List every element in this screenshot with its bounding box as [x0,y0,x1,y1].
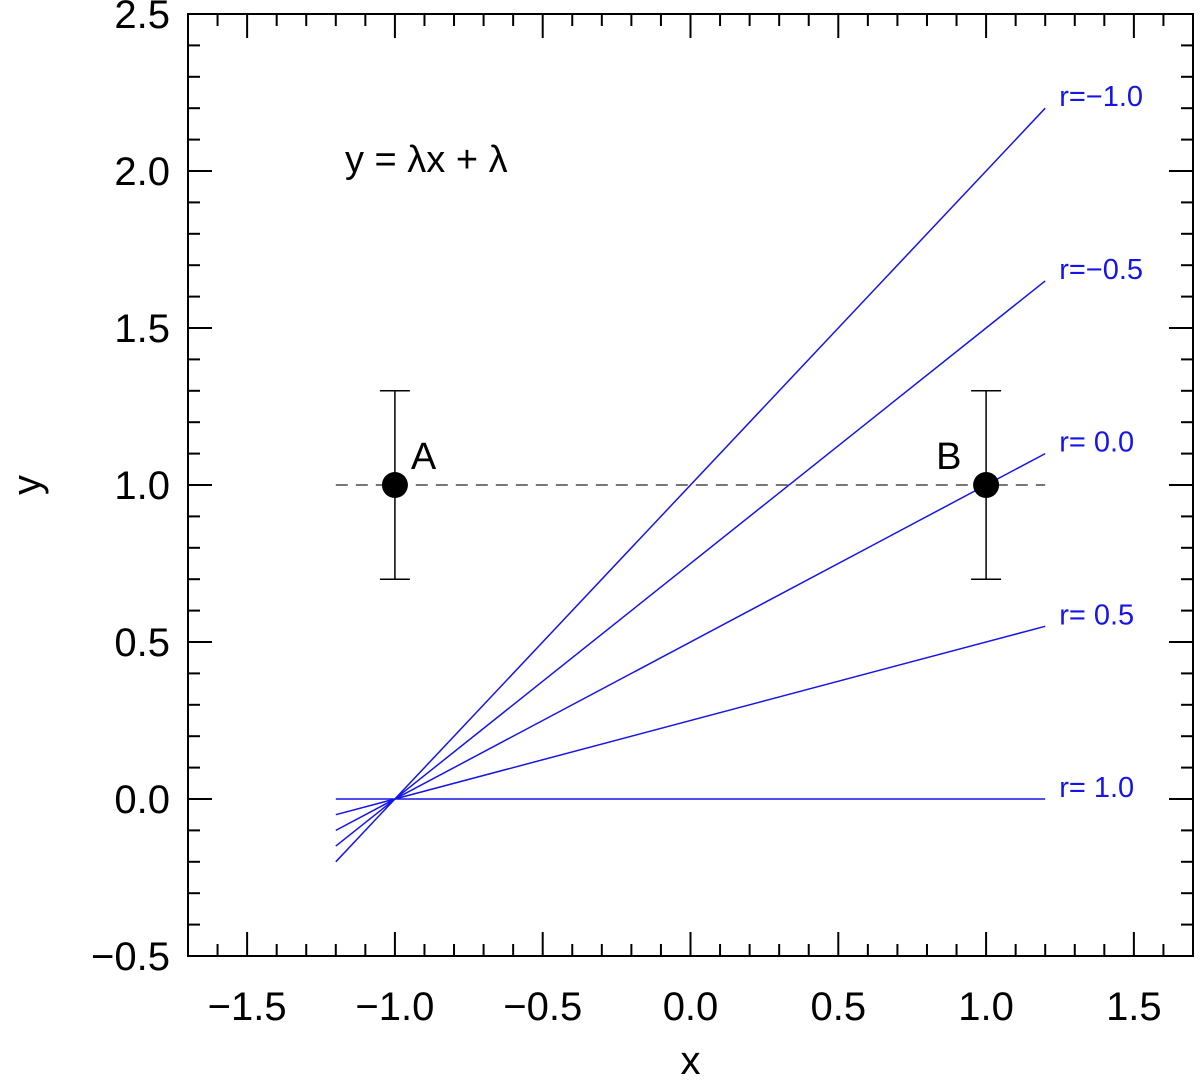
y-tick-label: 0.5 [114,621,170,665]
series-label: r=−0.5 [1059,254,1143,286]
series-line [335,280,1046,847]
y-tick-label: 1.0 [114,464,170,508]
data-point [973,472,1000,498]
x-tick-label: −1.0 [355,985,434,1029]
series-label: r= 1.0 [1059,772,1134,804]
plot-frame [187,13,1194,957]
series-label: r= 0.0 [1059,427,1134,459]
x-axis-label: x [681,1039,701,1082]
series-line [335,452,1046,832]
data-point [381,472,408,498]
y-tick-label: 2.0 [114,150,170,194]
series-line [335,625,1046,816]
x-tick-label: 0.5 [810,985,866,1029]
y-tick-label: −0.5 [91,935,170,979]
y-axis-label: y [5,475,49,495]
y-tick-label: 1.5 [114,307,170,351]
series-lines [335,107,1046,863]
x-tick-label: 1.0 [958,985,1014,1029]
point-label: B [936,436,961,478]
series-labels: r=−1.0 r=−0.5 r= 0.0 r= 0.5 r= 1.0 [1059,81,1143,804]
series-line [335,107,1046,863]
x-tick-label: 1.5 [1106,985,1162,1029]
series-label: r=−1.0 [1059,81,1143,113]
minor-ticks [187,14,1194,956]
tick-labels: −1.5 −1.0 −0.5 0.0 0.5 1.0 1.5 −0.5 0.0 0.5 1.0 1.5… [91,0,1162,1029]
point-label: A [411,436,437,478]
x-tick-label: 0.0 [663,985,719,1029]
y-tick-label: 2.5 [114,0,170,37]
series-label: r= 0.5 [1059,599,1134,631]
equation-annotation: y = λx + λ [345,139,508,181]
x-tick-label: −1.5 [208,985,287,1029]
x-tick-label: −0.5 [503,985,582,1029]
y-tick-label: 0.0 [114,778,170,822]
